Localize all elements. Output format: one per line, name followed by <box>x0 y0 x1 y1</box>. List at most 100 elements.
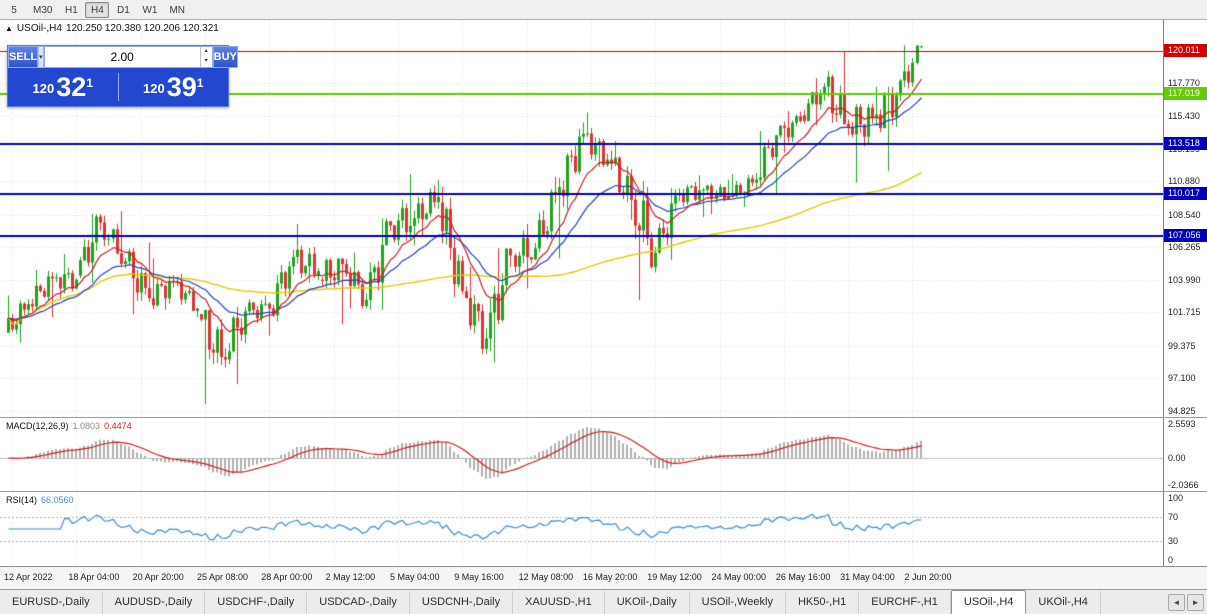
time-axis-label: 16 May 20:00 <box>582 572 638 582</box>
macd-panel-separator[interactable] <box>0 417 1207 418</box>
time-axis-label: 26 May 16:00 <box>775 572 831 582</box>
symbol-name: USOil-,H4 <box>16 23 62 34</box>
price-axis-label: 103.990 <box>1168 274 1201 285</box>
price-axis-label: 108.540 <box>1168 209 1201 220</box>
rsi-axis-label: 100 <box>1168 493 1184 503</box>
chart-tab-audusd-daily[interactable]: AUDUSD-,Daily <box>103 591 206 614</box>
macd-value-main: 1.0803 <box>72 421 101 431</box>
rsi-indicator-canvas[interactable] <box>0 492 1163 566</box>
price-axis-label: 99.375 <box>1168 340 1196 351</box>
rsi-indicator-label: RSI(14) 66.0560 <box>6 495 74 505</box>
one-click-trading-panel: SELL ▾ ▴ ▾ BUY 120321 120391 <box>7 45 238 107</box>
volume-spinner: ▴ ▾ <box>199 47 212 67</box>
chart-tab-xauusd-h1[interactable]: XAUUSD-,H1 <box>513 591 605 614</box>
buy-button[interactable]: BUY <box>212 46 238 68</box>
timeframe-button-m30[interactable]: M30 <box>33 4 53 16</box>
tabs-scroll-right-button[interactable]: ► <box>1187 594 1204 611</box>
sell-button[interactable]: SELL <box>8 46 39 68</box>
sell-price-big: 32 <box>56 71 87 102</box>
chart-tab-usdcad-daily[interactable]: USDCAD-,Daily <box>307 591 410 614</box>
timeframe-button-w1[interactable]: W1 <box>142 4 158 16</box>
price-line-badge: 107.056 <box>1164 229 1207 243</box>
rsi-name: RSI(14) <box>6 495 38 505</box>
macd-value-signal: 0.4474 <box>104 421 132 431</box>
macd-indicator-canvas[interactable] <box>0 418 1163 491</box>
volume-input[interactable] <box>44 47 200 67</box>
sell-price[interactable]: 120321 <box>8 72 118 103</box>
volume-increase-button[interactable]: ▴ <box>204 48 208 54</box>
time-axis-label: 12 Apr 2022 <box>4 572 53 582</box>
ohlc-values: 120.250 120.380 120.206 120.321 <box>65 23 219 34</box>
chart-tab-usdcnh-daily[interactable]: USDCNH-,Daily <box>410 591 514 614</box>
chart-tab-eurusd-daily[interactable]: EURUSD-,Daily <box>0 591 103 614</box>
price-divider <box>117 73 119 101</box>
chart-tab-usdchf-daily[interactable]: USDCHF-,Daily <box>205 591 308 614</box>
price-line-badge: 120.011 <box>1164 43 1207 57</box>
macd-name: MACD(12,26,9) <box>6 421 69 431</box>
volume-decrease-button[interactable]: ▾ <box>204 58 208 64</box>
macd-axis-label: 2.5593 <box>1168 419 1196 430</box>
tabs-scroll-left-button[interactable]: ◄ <box>1168 594 1185 611</box>
rsi-value: 66.0560 <box>41 495 74 505</box>
timeframe-button-d1[interactable]: D1 <box>117 4 130 16</box>
macd-axis-label: 0.00 <box>1168 453 1186 463</box>
sell-price-prefix: 120 <box>32 80 55 96</box>
rsi-axis-label: 0 <box>1168 555 1174 565</box>
chart-tab-ukoil-h4[interactable]: UKOil-,H4 <box>1026 591 1101 614</box>
time-axis-label: 9 May 16:00 <box>454 572 504 582</box>
buy-price[interactable]: 120391 <box>119 72 229 103</box>
price-axis-label: 101.715 <box>1168 307 1201 318</box>
chart-tab-hk50-h1[interactable]: HK50-,H1 <box>786 591 860 614</box>
time-axis-label: 24 May 00:00 <box>711 572 767 582</box>
collapse-trade-panel-icon[interactable]: ▲ <box>5 24 13 33</box>
price-line-badge: 113.518 <box>1164 136 1207 150</box>
macd-axis-label: -2.0366 <box>1168 479 1199 490</box>
chart-tab-usoil-weekly[interactable]: USOil-,Weekly <box>690 591 786 614</box>
time-axis-label: 31 May 04:00 <box>840 572 895 582</box>
tab-navigation: ◄ ► <box>1168 594 1204 611</box>
buy-price-sup: 1 <box>196 75 204 90</box>
chart-tab-bar: EURUSD-,Daily AUDUSD-,Daily USDCHF-,Daily U… <box>0 589 1207 614</box>
rsi-axis-label: 30 <box>1168 536 1179 547</box>
buy-price-big: 39 <box>166 71 197 102</box>
time-axis-label: 18 Apr 04:00 <box>68 572 120 582</box>
time-axis[interactable]: 12 Apr 2022 18 Apr 04:00 20 Apr 20:00 25 Ap… <box>0 566 1207 589</box>
time-axis-label: 25 Apr 08:00 <box>196 572 249 582</box>
macd-indicator-label: MACD(12,26,9) 1.0803 0.4474 <box>6 421 132 431</box>
timeframe-button-5[interactable]: 5 <box>11 4 17 16</box>
price-axis-label: 110.880 <box>1168 176 1200 187</box>
trade-controls-row: SELL ▾ ▴ ▾ BUY <box>8 46 238 68</box>
timeframe-button-mn[interactable]: MN <box>169 4 186 16</box>
buy-price-prefix: 120 <box>143 80 165 96</box>
chart-area: ▲ USOil-,H4 120.250 120.380 120.206 120.32… <box>0 20 1207 566</box>
timeframe-button-h1[interactable]: H1 <box>65 4 78 16</box>
chart-tabs: EURUSD-,Daily AUDUSD-,Daily USDCHF-,Daily U… <box>0 590 1101 614</box>
price-axis-label: 115.430 <box>1168 111 1200 122</box>
bid-ask-prices: 120321 120391 <box>8 68 228 106</box>
time-axis-label: 20 Apr 20:00 <box>132 572 184 582</box>
volume-dropdown-button[interactable]: ▾ <box>38 46 44 68</box>
chart-tab-eurchf-h1[interactable]: EURCHF-,H1 <box>859 591 951 614</box>
volume-field: ▴ ▾ <box>43 46 213 68</box>
price-axis-label: 117.770 <box>1168 77 1200 88</box>
time-axis-label: 2 Jun 20:00 <box>904 572 952 582</box>
chart-tab-usoil-h4[interactable]: USOil-,H4 <box>950 590 1027 614</box>
price-line-badge: 110.017 <box>1164 186 1207 200</box>
symbol-ohlc-header: ▲ USOil-,H4 120.250 120.380 120.206 120.32… <box>5 23 223 34</box>
time-axis-label: 2 May 12:00 <box>325 572 376 582</box>
chevron-down-icon: ▾ <box>39 54 43 61</box>
time-axis-label: 12 May 08:00 <box>518 572 574 582</box>
chart-tab-ukoil-daily[interactable]: UKOil-,Daily <box>605 591 690 614</box>
price-axis[interactable]: 117.770115.430113.155110.880108.540106.2… <box>1163 20 1207 566</box>
price-line-badge: 117.019 <box>1164 86 1207 100</box>
rsi-axis-label: 70 <box>1168 511 1179 522</box>
time-axis-label: 19 May 12:00 <box>647 572 702 582</box>
time-axis-label: 28 Apr 00:00 <box>261 572 313 582</box>
sell-price-sup: 1 <box>86 75 93 90</box>
price-axis-label: 94.825 <box>1168 406 1196 416</box>
time-axis-label: 5 May 04:00 <box>389 572 440 582</box>
price-axis-label: 106.265 <box>1168 242 1201 253</box>
timeframe-button-h4[interactable]: H4 <box>85 1 110 18</box>
rsi-panel-separator[interactable] <box>0 491 1207 492</box>
